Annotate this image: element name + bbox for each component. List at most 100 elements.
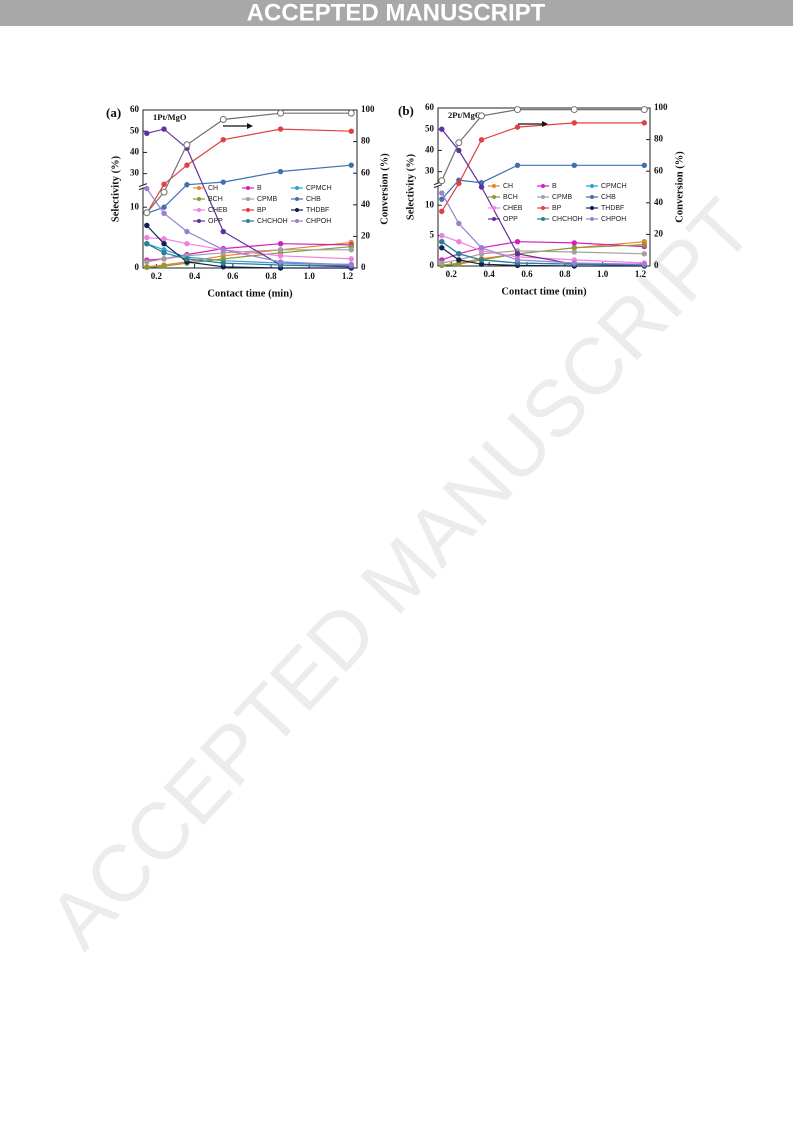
- legend-label: CH: [503, 183, 513, 190]
- series-marker: [456, 220, 462, 227]
- series-marker: [220, 256, 226, 262]
- legend-marker: [197, 197, 201, 201]
- legend-label: CPMB: [552, 194, 573, 201]
- legend-label: CPMCH: [601, 183, 627, 190]
- y2-tick-label: 40: [654, 197, 664, 207]
- y2-tick-label: 0: [654, 260, 659, 270]
- x-tick-label: 1.2: [342, 271, 354, 281]
- series-marker: [514, 124, 521, 130]
- series-marker: [161, 250, 167, 256]
- series-marker: [184, 181, 190, 188]
- legend-label: THDBF: [306, 207, 329, 214]
- series-marker: [348, 162, 354, 168]
- series-marker: [277, 253, 284, 259]
- series-marker: [478, 261, 485, 267]
- conversion-marker: [570, 106, 578, 114]
- y-tick-label: 0: [430, 260, 435, 270]
- axis-break-gap: [140, 184, 146, 189]
- panel-label: (b): [398, 103, 414, 118]
- series-marker: [571, 240, 577, 246]
- series-line: [146, 237, 352, 260]
- x-tick-label: 0.8: [265, 271, 277, 281]
- series-marker: [220, 247, 226, 253]
- y-tick-label: 40: [425, 144, 435, 154]
- series-marker: [161, 236, 167, 242]
- series-marker: [478, 257, 485, 263]
- legend-label: CPMCH: [306, 185, 332, 192]
- series-marker: [514, 238, 521, 245]
- arrow-head: [247, 123, 253, 129]
- conversion-marker: [219, 115, 227, 123]
- series-marker: [439, 232, 445, 239]
- legend-label: CHPOH: [601, 216, 626, 223]
- panel-label: (a): [106, 105, 121, 120]
- conversion-marker: [347, 109, 355, 117]
- series-line: [441, 241, 645, 266]
- series-marker: [220, 228, 226, 235]
- series-marker: [348, 128, 354, 134]
- legend-marker: [295, 197, 299, 201]
- legend-label: CH: [208, 185, 218, 192]
- x-tick-label: 0.8: [559, 269, 571, 279]
- series-marker: [220, 179, 226, 185]
- series-marker: [277, 247, 284, 253]
- axis-break: [138, 183, 148, 188]
- axis-break: [433, 184, 443, 189]
- series-line: [146, 249, 352, 263]
- legend-marker: [492, 195, 496, 199]
- sample-label: 1Pt/MgO: [153, 112, 187, 122]
- legend-label: CPMB: [257, 196, 278, 203]
- legend-label: B: [552, 183, 557, 190]
- conversion-marker: [143, 209, 151, 217]
- series-marker: [144, 240, 150, 247]
- conversion-marker: [438, 177, 446, 185]
- y2-tick-label: 20: [361, 230, 371, 240]
- y-tick-label: 0: [135, 262, 140, 272]
- series-line: [441, 122, 645, 212]
- legend-label: CHB: [306, 196, 321, 203]
- header-text: ACCEPTED MANUSCRIPT: [247, 0, 546, 26]
- series-marker: [144, 234, 150, 241]
- series-marker: [277, 126, 284, 132]
- conversion-marker: [160, 188, 168, 196]
- axis-break-gap: [435, 182, 441, 187]
- series-marker: [456, 238, 462, 245]
- series-marker: [478, 137, 485, 143]
- y2-tick-label: 60: [654, 165, 664, 175]
- y-tick-label: 30: [130, 168, 140, 178]
- series-marker: [456, 257, 462, 263]
- legend-marker: [590, 217, 594, 221]
- legend-marker: [541, 206, 545, 210]
- legend-label: CHCHOH: [257, 218, 288, 225]
- x-tick-label: 1.0: [304, 271, 316, 281]
- y2-tick-label: 80: [654, 134, 664, 144]
- series-marker: [161, 181, 167, 187]
- x-tick-label: 0.6: [521, 269, 533, 279]
- y2-tick-label: 80: [361, 136, 371, 146]
- legend-marker: [246, 197, 250, 201]
- series-marker: [456, 147, 462, 154]
- series-marker: [456, 261, 462, 267]
- conversion-marker: [478, 112, 486, 120]
- y-tick-label: 60: [425, 102, 435, 112]
- legend-marker: [197, 186, 201, 190]
- y-tick-label: 50: [425, 123, 435, 133]
- legend-marker: [541, 184, 545, 188]
- legend-marker: [197, 219, 201, 223]
- series-marker: [478, 184, 485, 190]
- series-marker: [641, 251, 648, 257]
- series-marker: [161, 263, 167, 269]
- series-marker: [439, 126, 445, 132]
- watermark: ACCEPTED MANUSCRIPT: [31, 182, 769, 964]
- x-tick-label: 1.0: [597, 269, 609, 279]
- series-marker: [514, 251, 521, 257]
- sample-label: 2Pt/MgO: [448, 110, 482, 120]
- y-tick-label: 40: [130, 146, 140, 156]
- series-marker: [277, 259, 284, 265]
- y-tick-label: 60: [130, 104, 140, 114]
- legend-marker: [246, 208, 250, 212]
- legend-marker: [590, 184, 594, 188]
- plot-frame: [142, 109, 358, 269]
- series-marker: [348, 256, 354, 262]
